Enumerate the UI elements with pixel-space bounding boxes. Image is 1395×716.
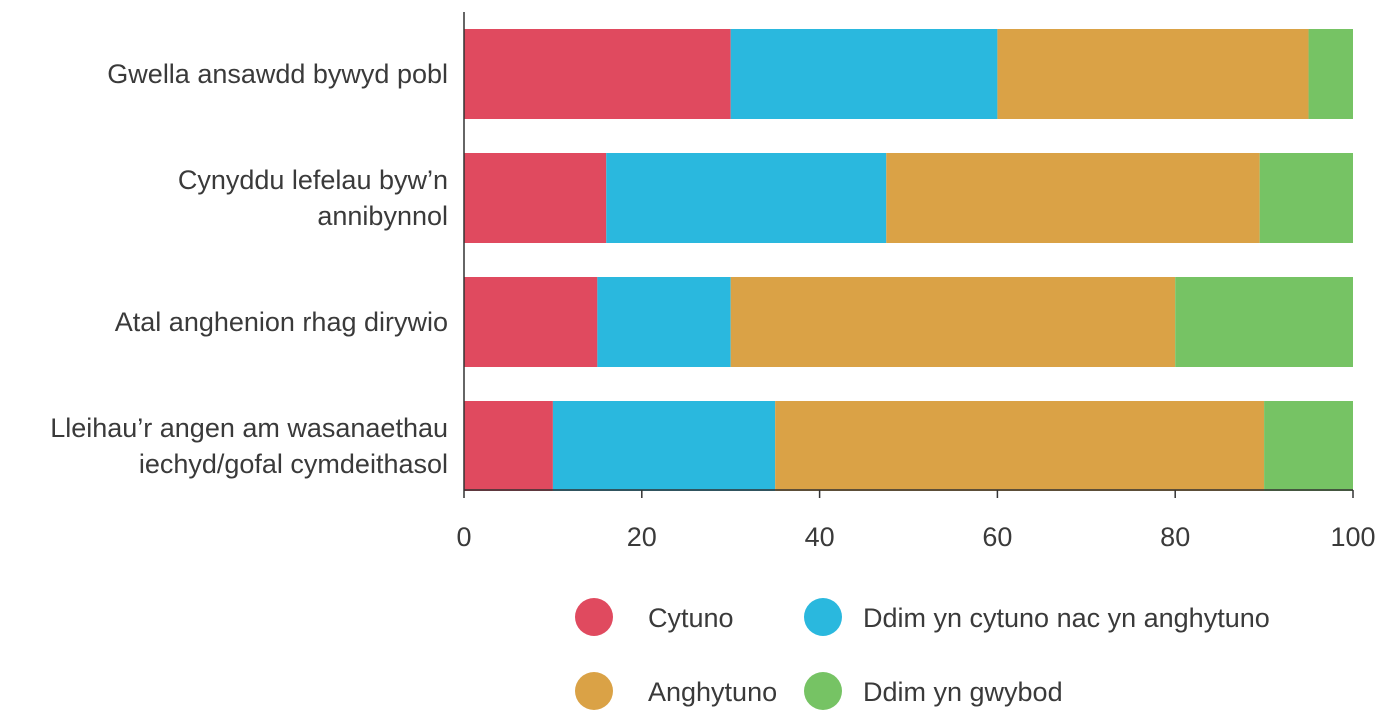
x-tick-label: 60 bbox=[982, 522, 1012, 552]
legend-label: Ddim yn gwybod bbox=[863, 677, 1063, 707]
bar-segment bbox=[464, 277, 598, 367]
bar-segment bbox=[997, 29, 1309, 119]
x-tick-label: 80 bbox=[1160, 522, 1190, 552]
bar-segment bbox=[730, 277, 1176, 367]
category-label: Gwella ansawdd bywyd pobl bbox=[107, 59, 448, 89]
bar-segment bbox=[775, 401, 1265, 491]
bar-segment bbox=[1259, 153, 1353, 243]
x-tick-label: 40 bbox=[805, 522, 835, 552]
bar-segment bbox=[606, 153, 887, 243]
category-label: Lleihau’r angen am wasanaethau bbox=[50, 413, 448, 443]
bar-segment bbox=[1175, 277, 1353, 367]
x-tick-label: 20 bbox=[627, 522, 657, 552]
category-label: iechyd/gofal cymdeithasol bbox=[139, 449, 448, 479]
category-label: Atal anghenion rhag dirywio bbox=[115, 307, 448, 337]
legend-marker-icon bbox=[804, 672, 842, 710]
x-tick-label: 0 bbox=[456, 522, 471, 552]
legend-marker-icon bbox=[575, 672, 613, 710]
legend-marker-icon bbox=[575, 598, 613, 636]
bar-segment bbox=[464, 401, 553, 491]
category-label: Cynyddu lefelau byw’n bbox=[178, 165, 448, 195]
legend-label: Anghytuno bbox=[648, 677, 777, 707]
bar-segment bbox=[552, 401, 776, 491]
bar-segment bbox=[886, 153, 1260, 243]
bar-segment bbox=[464, 29, 731, 119]
bar-segment bbox=[597, 277, 731, 367]
legend-label: Ddim yn cytuno nac yn anghytuno bbox=[863, 603, 1270, 633]
legend-marker-icon bbox=[804, 598, 842, 636]
bar-segment bbox=[1308, 29, 1353, 119]
category-label: annibynnol bbox=[317, 201, 448, 231]
bar-segment bbox=[1264, 401, 1353, 491]
x-tick-label: 100 bbox=[1330, 522, 1375, 552]
bar-segment bbox=[730, 29, 998, 119]
bar-segment bbox=[464, 153, 607, 243]
legend-label: Cytuno bbox=[648, 603, 734, 633]
